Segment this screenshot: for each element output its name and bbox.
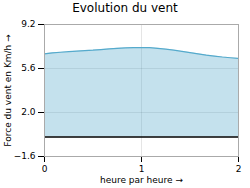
svg-text:−1.6: −1.6 <box>14 151 36 161</box>
svg-text:Force du vent en Km/h →: Force du vent en Km/h → <box>3 34 13 147</box>
svg-text:2.0: 2.0 <box>21 107 36 117</box>
svg-text:9.2: 9.2 <box>21 19 35 29</box>
svg-text:5.6: 5.6 <box>21 63 36 73</box>
html-text:Evolution du vent: Evolution du vent <box>72 1 178 15</box>
svg-text:1: 1 <box>139 164 145 174</box>
svg-text:0: 0 <box>42 164 48 174</box>
svg-text:heure par heure →: heure par heure → <box>100 175 183 185</box>
svg-text:2: 2 <box>236 164 242 174</box>
